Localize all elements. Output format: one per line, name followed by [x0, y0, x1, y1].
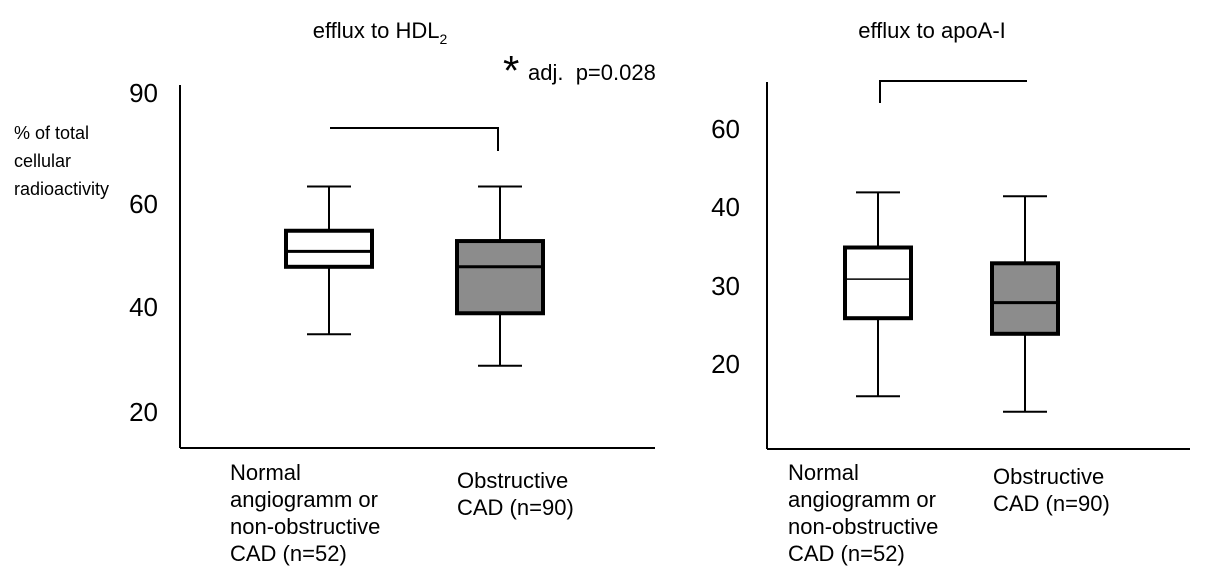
category-label-normal-line-3: non-obstructive	[230, 514, 380, 539]
category-label-normal-line-3: non-obstructive	[788, 514, 938, 539]
box-iqr-normal	[284, 228, 374, 269]
comparison-bracket	[879, 80, 1027, 103]
chart-apoa1-title: efflux to apoA-I	[858, 18, 1006, 43]
y-tick-label-90: 90	[129, 78, 158, 108]
y-axis-label: % of total cellular radioactivity	[14, 123, 109, 199]
category-label-obstructive-line-2: CAD (n=90)	[457, 495, 574, 520]
category-label-normal-line-2: angiogramm or	[788, 487, 936, 512]
category-label-obstructive: Obstructive CAD (n=90)	[993, 464, 1110, 516]
category-label-normal: Normal angiogramm or non-obstructive CAD…	[788, 460, 945, 566]
y-axis-label-line-1: % of total	[14, 123, 89, 143]
y-tick-label-40: 40	[711, 192, 740, 222]
box-iqr-obstructive	[455, 239, 545, 316]
y-tick-label-20: 20	[129, 397, 158, 427]
chart-apoa1-boxes	[843, 191, 1060, 413]
category-label-normal-line-1: Normal	[788, 460, 859, 485]
box-iqr-obstructive	[990, 261, 1060, 336]
chart-hdl2: efflux to HDL2 * adj. p=0.028 % of total…	[14, 18, 656, 566]
box-iqr-normal	[843, 245, 913, 321]
y-tick-label-20: 20	[711, 349, 740, 379]
category-label-obstructive-line-1: Obstructive	[993, 464, 1104, 489]
chart-hdl2-title: efflux to HDL2	[313, 18, 448, 47]
category-label-normal-line-4: CAD (n=52)	[230, 541, 347, 566]
y-axis-label-line-3: radioactivity	[14, 179, 109, 199]
category-label-normal-line-4: CAD (n=52)	[788, 541, 905, 566]
category-label-normal: Normal angiogramm or non-obstructive CAD…	[230, 460, 387, 566]
significance-star: *	[503, 47, 519, 94]
category-label-obstructive: Obstructive CAD (n=90)	[457, 468, 574, 520]
y-tick-label-40: 40	[129, 292, 158, 322]
significance-bracket	[330, 127, 499, 151]
y-tick-label-30: 30	[711, 271, 740, 301]
y-tick-label-60: 60	[711, 114, 740, 144]
y-tick-label-60: 60	[129, 189, 158, 219]
category-label-obstructive-line-1: Obstructive	[457, 468, 568, 493]
chart-apoa1: efflux to apoA-I 60 40 30 20 Normal angi…	[711, 18, 1190, 566]
chart-hdl2-boxes	[284, 185, 545, 367]
significance-label: adj. p=0.028	[528, 60, 656, 85]
category-label-normal-line-1: Normal	[230, 460, 301, 485]
category-label-normal-line-2: angiogramm or	[230, 487, 378, 512]
y-axis-label-line-2: cellular	[14, 151, 71, 171]
category-label-obstructive-line-2: CAD (n=90)	[993, 491, 1110, 516]
